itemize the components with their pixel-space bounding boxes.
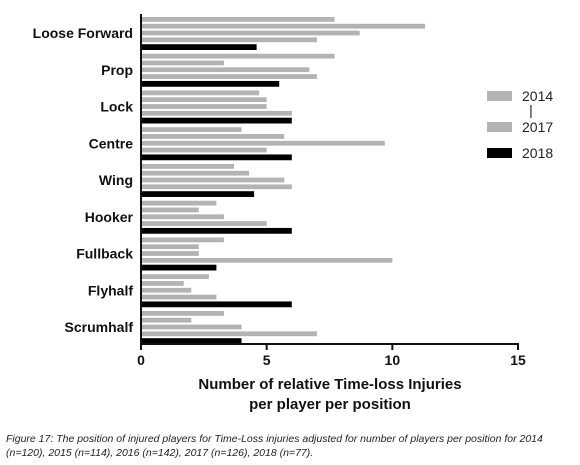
bar xyxy=(141,317,192,323)
bar-chart: Loose Forward Prop Lock Centre Wing Hooker Ful… xyxy=(33,14,553,413)
bar xyxy=(141,154,292,161)
bar xyxy=(141,23,426,29)
legend-label: 2017 xyxy=(522,119,553,135)
bar xyxy=(141,294,217,300)
bar xyxy=(141,170,250,176)
bar xyxy=(141,257,393,263)
category-label: Hooker xyxy=(85,209,134,225)
bar xyxy=(141,164,234,169)
category-label: Loose Forward xyxy=(33,25,133,41)
bar xyxy=(141,30,360,36)
bar xyxy=(141,221,267,226)
legend-range-separator: | xyxy=(529,102,533,118)
bar xyxy=(141,17,335,22)
bar xyxy=(141,244,199,250)
x-tick-label: 15 xyxy=(510,352,526,368)
bar xyxy=(141,184,292,190)
bar xyxy=(141,134,285,139)
bar xyxy=(141,37,317,43)
bar xyxy=(141,60,224,66)
bar xyxy=(141,338,242,344)
x-tick-label: 0 xyxy=(137,352,145,368)
bar xyxy=(141,301,292,308)
bar xyxy=(141,44,257,50)
legend-label: 2018 xyxy=(522,145,553,161)
bar xyxy=(141,311,224,316)
bar xyxy=(141,110,292,116)
bar xyxy=(141,97,267,103)
x-tick-label: 5 xyxy=(263,352,271,368)
bar xyxy=(141,214,224,220)
bar xyxy=(141,177,285,183)
bar xyxy=(141,90,260,96)
category-label: Lock xyxy=(100,99,133,115)
bar xyxy=(141,140,385,146)
bars-group xyxy=(141,17,426,344)
bar xyxy=(141,207,199,213)
legend-swatch xyxy=(487,91,512,101)
bar xyxy=(141,237,224,243)
bar xyxy=(141,287,192,293)
category-label: Prop xyxy=(101,62,133,78)
category-label: Scrumhalf xyxy=(65,319,134,335)
bar xyxy=(141,80,280,87)
bar xyxy=(141,324,242,330)
bar xyxy=(141,127,242,133)
x-axis-title-line2: per player per position xyxy=(249,396,411,413)
bar xyxy=(141,331,317,337)
bar xyxy=(141,274,209,280)
x-axis-title-line1: Number of relative Time-loss Injuries xyxy=(198,376,461,393)
category-label: Flyhalf xyxy=(88,282,133,298)
legend-swatch xyxy=(487,148,512,158)
x-tick-label: 10 xyxy=(385,352,401,368)
figure-caption: Figure 17: The position of injured playe… xyxy=(6,433,543,459)
bar xyxy=(141,264,217,271)
bar xyxy=(141,74,317,79)
bar xyxy=(141,147,267,153)
legend-swatch xyxy=(487,122,512,132)
category-label: Centre xyxy=(89,135,134,151)
x-axis-ticks: 0 5 10 15 xyxy=(137,344,526,368)
bar xyxy=(141,191,255,197)
bar xyxy=(141,227,292,234)
bar xyxy=(141,53,335,59)
bar xyxy=(141,251,199,256)
bar xyxy=(141,67,310,73)
category-label: Fullback xyxy=(76,246,133,262)
category-label: Wing xyxy=(99,172,133,188)
bar xyxy=(141,200,217,206)
bar xyxy=(141,281,184,286)
legend-label: 2014 xyxy=(522,88,553,104)
bar xyxy=(141,117,292,124)
legend: 2014|2017 2018 xyxy=(487,88,553,161)
category-labels: Loose Forward Prop Lock Centre Wing Hooker Ful… xyxy=(33,25,134,335)
bar xyxy=(141,104,267,109)
